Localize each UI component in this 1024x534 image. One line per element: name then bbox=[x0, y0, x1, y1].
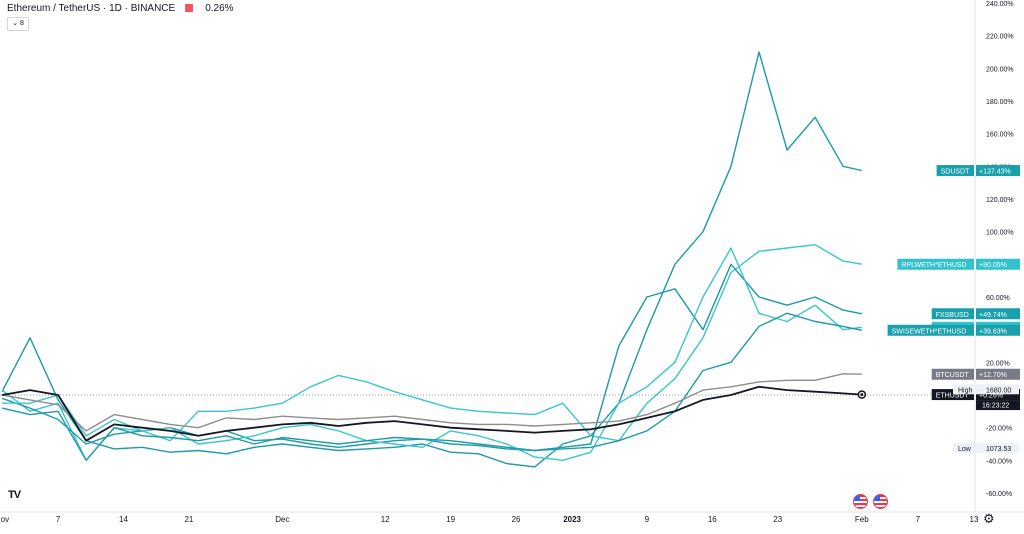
chevron-down-icon: ⌄ bbox=[12, 20, 18, 27]
x-tick-label: Dec bbox=[275, 515, 289, 524]
series-name-label-bg-sdusdt[interactable] bbox=[936, 165, 974, 177]
series-name-label-fxsbusd[interactable]: FXSBUSD bbox=[936, 312, 969, 319]
series-name-label-sdusdt[interactable]: SDUSDT bbox=[941, 169, 971, 176]
countdown-timer: 16:23:22 bbox=[982, 403, 1009, 410]
y-tick-label: -20.00% bbox=[986, 426, 1012, 433]
series-name-label-bg-btcusdt[interactable] bbox=[931, 368, 974, 380]
y-tick-label: 200.00% bbox=[986, 66, 1014, 73]
annotation-value-high: 1680.00 bbox=[986, 387, 1011, 394]
series-badge-bg-rplweth-ethusd[interactable] bbox=[976, 258, 1020, 270]
x-tick-label: Feb bbox=[855, 515, 869, 524]
y-tick-label: 220.00% bbox=[986, 34, 1014, 41]
x-tick-label: 26 bbox=[512, 515, 521, 524]
x-tick-label: Nov bbox=[0, 515, 9, 524]
countdown-bg bbox=[976, 400, 1020, 411]
indicators-collapse-button[interactable]: ⌄ 8 bbox=[7, 17, 29, 31]
tradingview-logo-icon[interactable]: TV bbox=[8, 489, 21, 501]
series-line-btcusdt[interactable] bbox=[1, 373, 862, 432]
us-flag-icon[interactable] bbox=[873, 494, 888, 509]
series-badge-swiseweth-ethusd[interactable]: +39.63% bbox=[979, 328, 1007, 335]
series-badge-ethusdt[interactable]: +0.26% bbox=[979, 393, 1003, 400]
series-badge-sdusdt[interactable]: +137.43% bbox=[979, 169, 1011, 176]
x-tick-label: 7 bbox=[916, 515, 921, 524]
y-tick-label: 20.00% bbox=[986, 360, 1010, 367]
series-line-ldousdt[interactable] bbox=[2, 247, 862, 461]
symbol-title[interactable]: Ethereum / TetherUS · 1D · BINANCE bbox=[7, 3, 176, 14]
x-tick-label: 21 bbox=[184, 515, 193, 524]
annotation-value-low: 1073.53 bbox=[986, 446, 1011, 453]
series-name-label-bg-ethusdt[interactable] bbox=[931, 389, 974, 401]
series-name-label-bg-fxsbusd[interactable] bbox=[931, 308, 974, 320]
y-tick-label: 180.00% bbox=[986, 99, 1014, 106]
series-badge-btcusdt[interactable]: +12.70% bbox=[979, 372, 1007, 379]
series-line-ethusdt[interactable] bbox=[1, 385, 862, 442]
x-tick-label: 16 bbox=[708, 515, 717, 524]
market-closed-icon bbox=[185, 4, 194, 12]
annotation-label-low: Low bbox=[958, 446, 972, 453]
x-tick-label: 12 bbox=[381, 515, 390, 524]
series-name-label-btcusdt[interactable]: BTCUSDT bbox=[936, 372, 970, 379]
series-name-label-bg-swiseweth-ethusd[interactable] bbox=[887, 324, 974, 336]
symbol-header[interactable]: Ethereum / TetherUS · 1D · BINANCE 0.26% bbox=[7, 3, 234, 14]
x-tick-label: 14 bbox=[119, 515, 128, 524]
indicator-count: 8 bbox=[19, 20, 24, 27]
series-badge-bg-fxsbusd[interactable] bbox=[976, 308, 1020, 320]
annotation-bg-high bbox=[953, 384, 1019, 395]
y-tick-label: 160.00% bbox=[986, 132, 1014, 139]
annotation-label-high: High bbox=[958, 387, 973, 394]
series-name-label-rplweth-ethusd[interactable]: RPLWETH*ETHUSD bbox=[901, 262, 966, 269]
y-tick-label: -40.00% bbox=[986, 458, 1012, 465]
x-tick-label: 23 bbox=[773, 515, 782, 524]
series-badge-bg-sdusdt[interactable] bbox=[976, 165, 1020, 177]
y-tick-label: 120.00% bbox=[986, 197, 1014, 204]
x-tick-label: 7 bbox=[56, 515, 61, 524]
series-badge-bg-btcusdt[interactable] bbox=[976, 368, 1020, 380]
series-name-label-ethusdt[interactable]: ETHUSDT bbox=[936, 393, 970, 400]
y-tick-label: -60.00% bbox=[986, 491, 1012, 498]
series-line-fxsbusd[interactable] bbox=[1, 263, 862, 452]
x-tick-label: 9 bbox=[645, 515, 650, 524]
series-badge-fxsbusd[interactable]: +49.74% bbox=[979, 312, 1007, 319]
annotation-bg-low bbox=[953, 443, 1019, 454]
series-badge-rplweth-ethusd[interactable]: +80.05% bbox=[979, 262, 1007, 269]
symbol-change: 0.26% bbox=[205, 3, 234, 14]
x-tick-label: 19 bbox=[446, 515, 455, 524]
series-line-rplweth-ethusd[interactable] bbox=[1, 243, 862, 461]
series-name-label-swiseweth-ethusd[interactable]: SWISEWETH*ETHUSD bbox=[892, 328, 967, 335]
x-tick-label: 13 bbox=[970, 515, 979, 524]
series-badge-bg-swiseweth-ethusd[interactable] bbox=[976, 324, 1020, 336]
y-tick-label: 240.00% bbox=[986, 1, 1014, 8]
last-price-marker-dot bbox=[860, 393, 864, 397]
gear-icon[interactable]: ⚙ bbox=[983, 511, 995, 526]
series-line-sdusdt[interactable] bbox=[1, 51, 862, 468]
x-tick-label: 2023 bbox=[563, 515, 581, 524]
y-tick-label: 100.00% bbox=[986, 230, 1014, 237]
series-line-swiseweth-ethusd[interactable] bbox=[1, 312, 862, 461]
us-flag-icon[interactable] bbox=[853, 494, 868, 509]
y-tick-label: 60.00% bbox=[986, 295, 1010, 302]
series-name-label-bg-rplweth-ethusd[interactable] bbox=[897, 258, 974, 270]
series-badge-bg-ethusdt[interactable] bbox=[976, 389, 1020, 401]
